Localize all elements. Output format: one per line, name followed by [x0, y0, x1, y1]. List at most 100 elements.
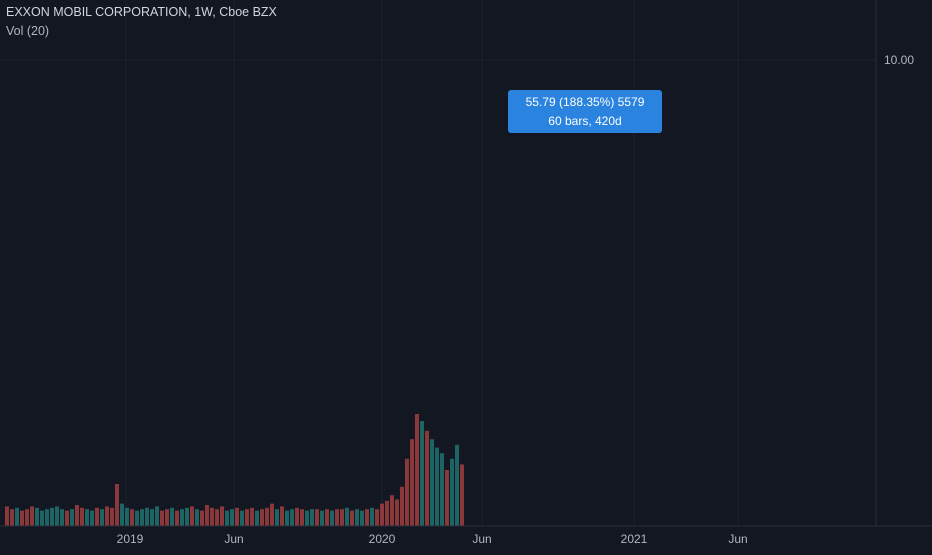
volume-bar — [265, 507, 269, 526]
x-tick-label: 2019 — [117, 532, 144, 546]
volume-bar — [285, 510, 289, 526]
volume-bar — [385, 500, 389, 526]
volume-bar — [310, 509, 314, 526]
volume-bar — [255, 510, 259, 526]
volume-bar — [315, 509, 319, 526]
volume-bar — [245, 509, 249, 526]
volume-bar — [120, 503, 124, 526]
volume-bar — [325, 509, 329, 526]
volume-bar — [340, 509, 344, 526]
volume-bar — [110, 507, 114, 526]
volume-bar — [330, 510, 334, 526]
volume-bar — [460, 464, 464, 526]
volume-bar — [85, 509, 89, 526]
volume-bar — [335, 509, 339, 526]
volume-bar — [195, 509, 199, 526]
y-tick-label: 10.00 — [884, 53, 914, 67]
volume-bar — [400, 486, 404, 526]
volume-bar — [360, 510, 364, 526]
volume-indicator-title: Vol (20) — [6, 24, 50, 38]
volume-bar — [15, 507, 19, 526]
volume-bar — [375, 509, 379, 526]
volume-bar — [405, 458, 409, 526]
volume-bar — [200, 510, 204, 526]
x-tick-label: 2021 — [621, 532, 648, 546]
volume-bar — [440, 453, 444, 526]
volume-bar — [90, 510, 94, 526]
volume-bar — [25, 509, 29, 526]
volume-bar — [165, 509, 169, 526]
volume-bar — [170, 507, 174, 526]
volume-bar — [345, 507, 349, 526]
volume-bar — [140, 509, 144, 526]
grid-lines — [0, 0, 876, 526]
volume-bar — [105, 506, 109, 526]
volume-bar — [280, 506, 284, 526]
volume-bar — [350, 510, 354, 526]
volume-bar — [295, 507, 299, 526]
measurement-span: 60 bars, 420d — [548, 114, 622, 128]
volume-bar — [70, 509, 74, 526]
volume-bar — [40, 510, 44, 526]
volume-bar — [35, 507, 39, 526]
volume-bar — [365, 509, 369, 526]
volume-bar — [235, 507, 239, 526]
volume-bar — [190, 506, 194, 526]
volume-bar — [175, 510, 179, 526]
volume-bar — [225, 510, 229, 526]
volume-bar — [305, 510, 309, 526]
measurement-change: 55.79 (188.35%) 5579 — [525, 95, 645, 109]
volume-bar — [390, 495, 394, 526]
volume-bars — [5, 414, 464, 526]
volume-bar — [355, 509, 359, 526]
volume-bar — [160, 510, 164, 526]
volume-bar — [65, 510, 69, 526]
volume-bar — [50, 507, 54, 526]
volume-bar — [300, 509, 304, 526]
volume-bar — [370, 507, 374, 526]
x-tick-label: Jun — [472, 532, 491, 546]
volume-bar — [450, 458, 454, 526]
volume-bar — [250, 507, 254, 526]
volume-bar — [240, 510, 244, 526]
volume-bar — [230, 509, 234, 526]
measurement-box[interactable]: 55.79 (188.35%) 5579 60 bars, 420d — [508, 90, 662, 133]
volume-bar — [445, 470, 449, 526]
volume-bar — [80, 507, 84, 526]
volume-bar — [150, 509, 154, 526]
volume-bar — [215, 509, 219, 526]
volume-bar — [415, 414, 419, 526]
x-tick-label: 2020 — [369, 532, 396, 546]
price-axis[interactable]: 110.00100.0090.0080.0070.0060.0050.0040.… — [884, 0, 921, 67]
volume-bar — [45, 509, 49, 526]
volume-bar — [210, 507, 214, 526]
volume-bar — [290, 509, 294, 526]
volume-bar — [425, 430, 429, 526]
volume-bar — [320, 510, 324, 526]
volume-bar — [125, 507, 129, 526]
time-axis[interactable]: 2019 Jun 2020 Jun 2021 Jun — [117, 532, 748, 546]
volume-bar — [380, 503, 384, 526]
volume-bar — [55, 506, 59, 526]
volume-bar — [220, 506, 224, 526]
volume-bar — [145, 507, 149, 526]
volume-bar — [430, 439, 434, 526]
volume-bar — [410, 439, 414, 526]
volume-bar — [155, 506, 159, 526]
volume-bar — [130, 509, 134, 526]
volume-bar — [135, 510, 139, 526]
volume-bar — [95, 507, 99, 526]
volume-bar — [185, 507, 189, 526]
volume-bar — [180, 509, 184, 526]
x-tick-label: Jun — [224, 532, 243, 546]
volume-bar — [260, 509, 264, 526]
volume-bar — [270, 503, 274, 526]
volume-bar — [100, 509, 104, 526]
volume-bar — [115, 484, 119, 526]
volume-bar — [75, 505, 79, 526]
volume-bar — [420, 421, 424, 526]
x-tick-label: Jun — [728, 532, 747, 546]
symbol-title: EXXON MOBIL CORPORATION, 1W, Cboe BZX — [6, 5, 277, 19]
